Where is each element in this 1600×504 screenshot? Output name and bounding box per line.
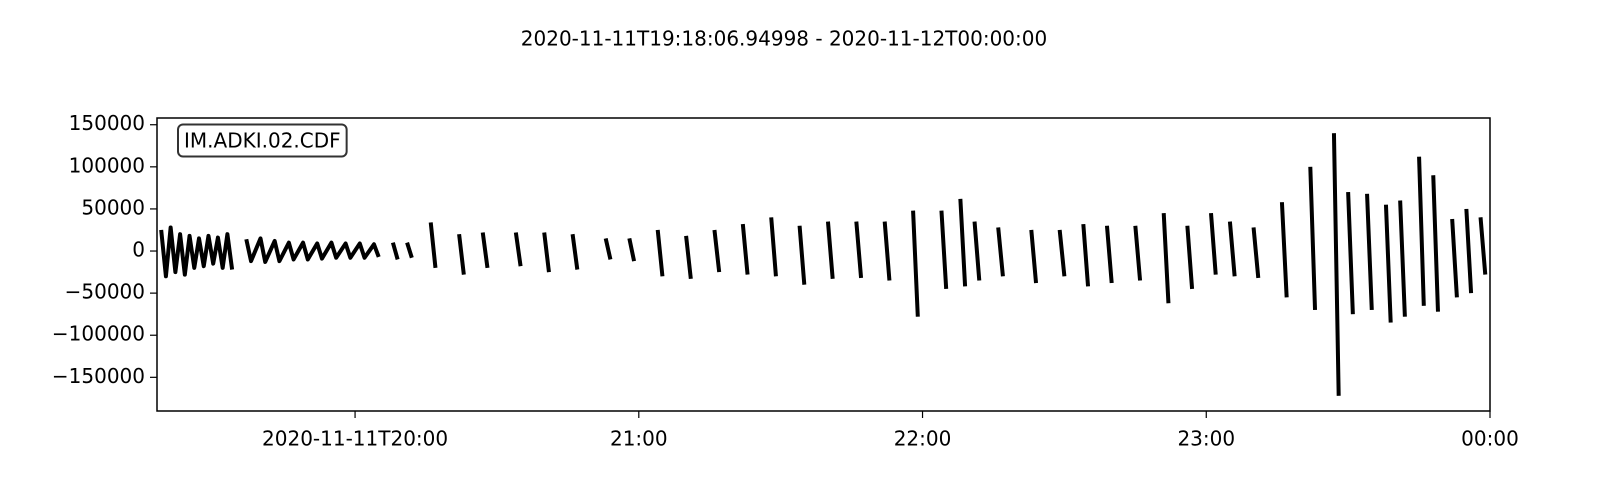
legend-label: IM.ADKI.02.CDF xyxy=(184,129,341,153)
chart-title: 2020-11-11T19:18:06.94998 - 2020-11-12T0… xyxy=(521,27,1047,51)
y-tick-label: 100000 xyxy=(69,153,145,177)
x-tick-label: 21:00 xyxy=(610,427,668,451)
waveform xyxy=(159,133,1488,396)
plot-frame xyxy=(156,117,1491,412)
x-tick-label: 2020-11-11T20:00 xyxy=(262,427,448,451)
legend-box xyxy=(177,123,348,158)
y-tick-label: −150000 xyxy=(52,364,145,388)
x-tick-label: 00:00 xyxy=(1461,427,1519,451)
x-tick-label: 23:00 xyxy=(1177,427,1235,451)
y-tick-label: −100000 xyxy=(52,322,145,346)
y-tick-label: −50000 xyxy=(65,280,145,304)
y-tick-label: 0 xyxy=(132,238,145,262)
x-tick-label: 22:00 xyxy=(894,427,952,451)
y-tick-label: 50000 xyxy=(81,195,145,219)
y-tick-label: 150000 xyxy=(69,111,145,135)
